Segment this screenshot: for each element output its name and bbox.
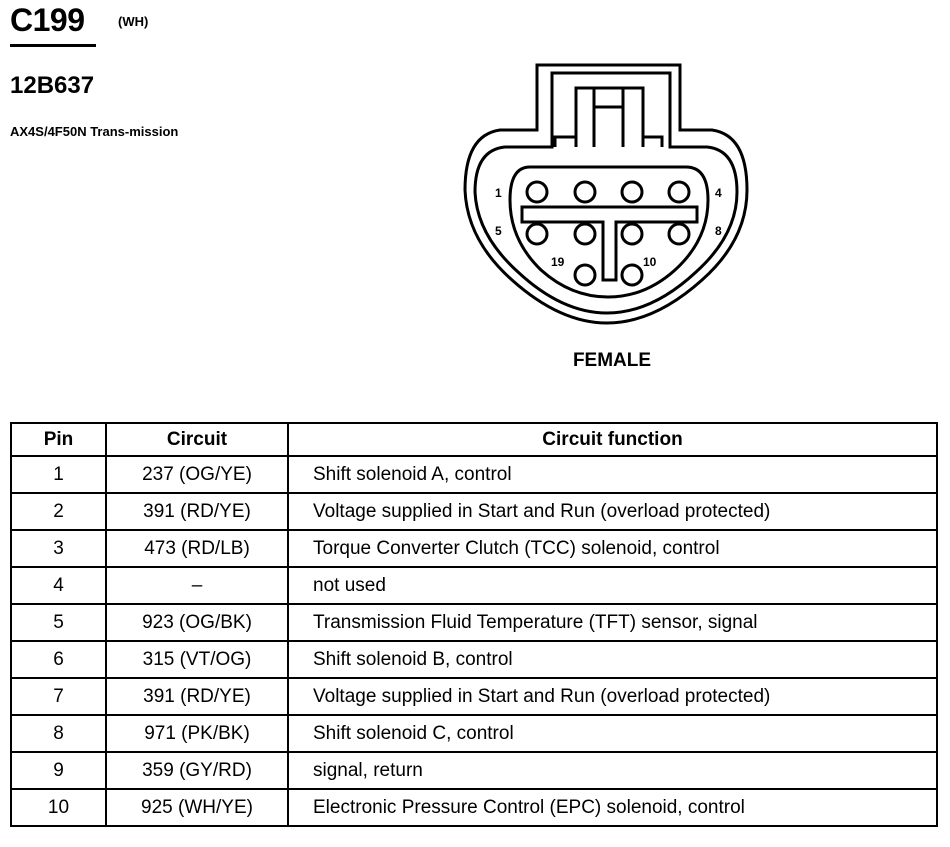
pinout-table: Pin Circuit Circuit function 1 237 (OG/YE…	[10, 422, 938, 827]
pin-label-5: 5	[495, 224, 502, 238]
function-cell: Shift solenoid B, control	[287, 640, 938, 679]
table-row: 7 391 (RD/YE) Voltage supplied in Start an…	[10, 677, 938, 716]
circuit-cell: 391 (RD/YE)	[105, 492, 289, 531]
function-cell: Shift solenoid A, control	[287, 455, 938, 494]
pin-cell: 3	[10, 529, 107, 568]
pin-cell: 9	[10, 751, 107, 790]
pin-cell: 2	[10, 492, 107, 531]
function-cell: Voltage supplied in Start and Run (overl…	[287, 492, 938, 531]
circuit-cell: 237 (OG/YE)	[105, 455, 289, 494]
header-circuit-function: Circuit function	[287, 422, 938, 457]
function-cell: signal, return	[287, 751, 938, 790]
connector-outer-body	[463, 63, 749, 325]
pin-label-1: 1	[495, 186, 502, 200]
function-cell: not used	[287, 566, 938, 605]
table-row: 4– not used	[10, 566, 938, 605]
table-row: 3 473 (RD/LB) Torque Converter Clutch (TCC…	[10, 529, 938, 568]
pin-sockets	[525, 180, 691, 287]
latch-side-tabs	[553, 135, 664, 147]
connector-inner-body	[473, 71, 739, 315]
polarizing-t-bar	[520, 205, 699, 282]
pin-cavity	[508, 165, 710, 299]
pin-cell: 4	[10, 566, 107, 605]
table-row: 6 315 (VT/OG) Shift solenoid B, control	[10, 640, 938, 679]
circuit-cell: –	[105, 566, 289, 605]
pin-cell: 10	[10, 788, 107, 827]
function-cell: Torque Converter Clutch (TCC) solenoid, …	[287, 529, 938, 568]
table-row: 9 359 (GY/RD) signal, return	[10, 751, 938, 790]
pin-label-4: 4	[715, 186, 722, 200]
pin-cell: 5	[10, 603, 107, 642]
latch	[574, 86, 645, 147]
connector-face-diagram: 1 4 5 8 19 10 FEMALE	[463, 63, 749, 370]
function-cell: Shift solenoid C, control	[287, 714, 938, 753]
circuit-cell: 391 (RD/YE)	[105, 677, 289, 716]
connector-color: (WH)	[118, 14, 149, 29]
pin-cell: 6	[10, 640, 107, 679]
connector-description: AX4S/4F50N Trans-mission	[10, 124, 179, 139]
header-pin: Pin	[10, 422, 107, 457]
title-underline	[10, 44, 96, 47]
function-cell: Transmission Fluid Temperature (TFT) sen…	[287, 603, 938, 642]
circuit-cell: 923 (OG/BK)	[105, 603, 289, 642]
function-cell: Electronic Pressure Control (EPC) soleno…	[287, 788, 938, 827]
part-number: 12B637	[10, 72, 95, 99]
table-row: 1 237 (OG/YE) Shift solenoid A, control	[10, 455, 938, 494]
circuit-cell: 971 (PK/BK)	[105, 714, 289, 753]
table-row: 2 391 (RD/YE) Voltage supplied in Start an…	[10, 492, 938, 531]
gender-label: FEMALE	[573, 350, 651, 370]
pin-label-19: 19	[551, 255, 565, 269]
pin-cell: 1	[10, 455, 107, 494]
table-row: 8 971 (PK/BK) Shift solenoid C, control	[10, 714, 938, 753]
table-row: 5 923 (OG/BK) Transmission Fluid Temperatu…	[10, 603, 938, 642]
pin-cell: 8	[10, 714, 107, 753]
connector-id: C199	[10, 2, 85, 38]
function-cell: Voltage supplied in Start and Run (overl…	[287, 677, 938, 716]
circuit-cell: 359 (GY/RD)	[105, 751, 289, 790]
pin-label-8: 8	[715, 224, 722, 238]
table-header-row: Pin Circuit Circuit function	[10, 422, 938, 457]
header-circuit: Circuit	[105, 422, 289, 457]
pin-label-10: 10	[643, 255, 657, 269]
circuit-cell: 473 (RD/LB)	[105, 529, 289, 568]
pin-cell: 7	[10, 677, 107, 716]
table-row: 10 925 (WH/YE) Electronic Pressure Control…	[10, 788, 938, 827]
circuit-cell: 315 (VT/OG)	[105, 640, 289, 679]
circuit-cell: 925 (WH/YE)	[105, 788, 289, 827]
